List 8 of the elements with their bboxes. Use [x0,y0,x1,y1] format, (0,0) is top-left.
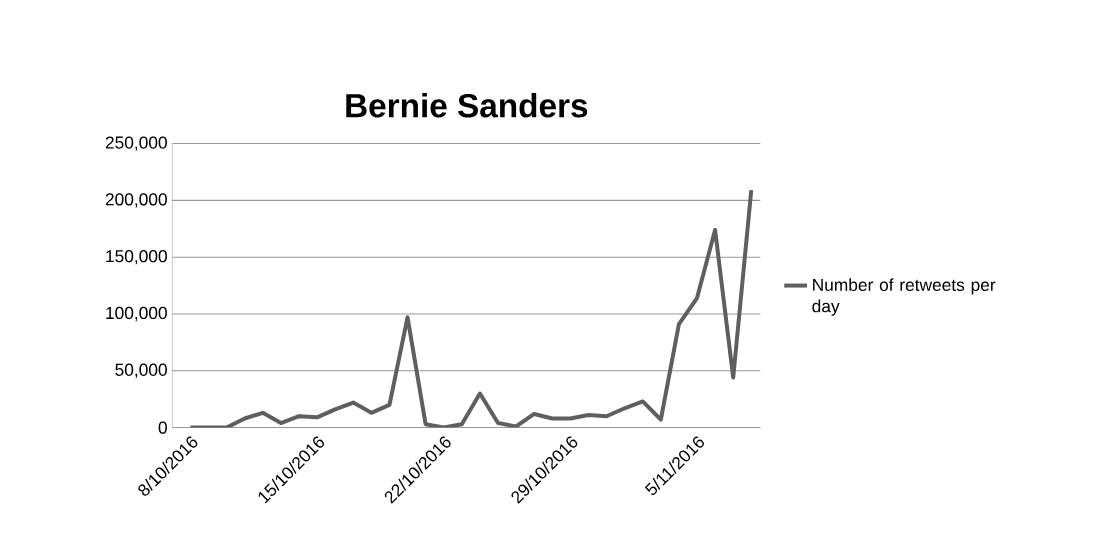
y-tick-label: 0 [158,421,167,434]
y-tick-label: 50,000 [115,363,167,378]
y-tick-label: 150,000 [106,250,167,265]
legend-label: Number of retweets per day [812,278,996,316]
y-tick-label: 100,000 [106,306,167,322]
y-tick-label: 250,000 [105,136,167,151]
y-tick-label: 200,000 [105,193,167,208]
chart-title: Bernie Sanders [346,93,588,118]
